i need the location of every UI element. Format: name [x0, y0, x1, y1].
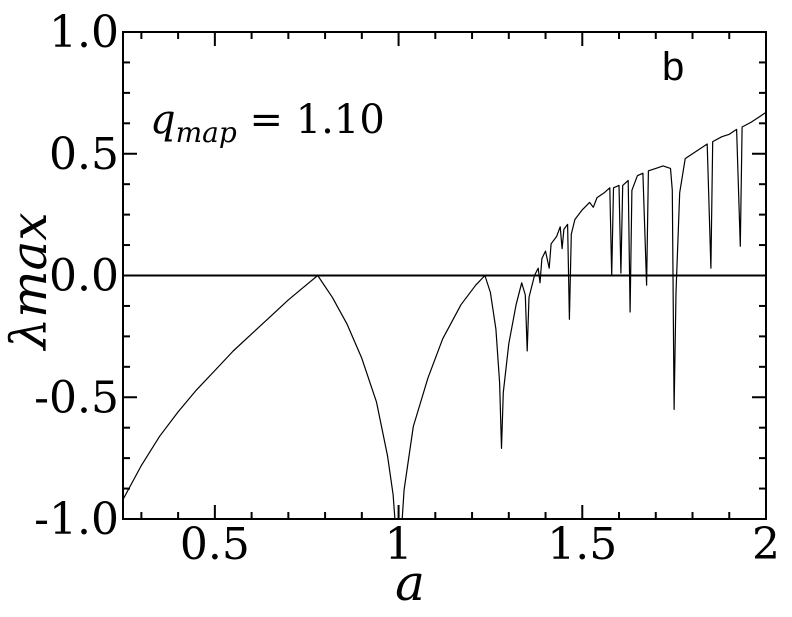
panel-label: b: [662, 45, 684, 89]
y-tick-label: 0.0: [49, 251, 119, 302]
x-tick-label: 1: [385, 519, 413, 570]
y-tick-label: -0.5: [34, 372, 119, 423]
ticks-layer: [123, 31, 767, 520]
q-annotation-subscript: map: [176, 116, 237, 149]
x-tick-label: 1.5: [547, 519, 617, 570]
x-axis-label: a: [395, 554, 425, 612]
x-tick-label: 2: [752, 519, 780, 570]
q-annotation: qmap = 1.10: [150, 97, 385, 149]
x-tick-label: 0.5: [180, 519, 250, 570]
q-annotation-value: = 1.10: [237, 97, 385, 143]
y-tick-label: -1.0: [34, 494, 119, 545]
q-annotation-symbol: q: [150, 97, 176, 143]
series-line: [122, 111, 767, 520]
y-axis-label: λmax: [0, 212, 58, 351]
y-tick-label: 0.5: [49, 129, 119, 180]
y-tick-label: 1.0: [49, 7, 119, 58]
tick-labels-layer: 0.5 1 1.5 2 -1.0 -0.5 0.0 0.5 1.0: [34, 7, 780, 570]
